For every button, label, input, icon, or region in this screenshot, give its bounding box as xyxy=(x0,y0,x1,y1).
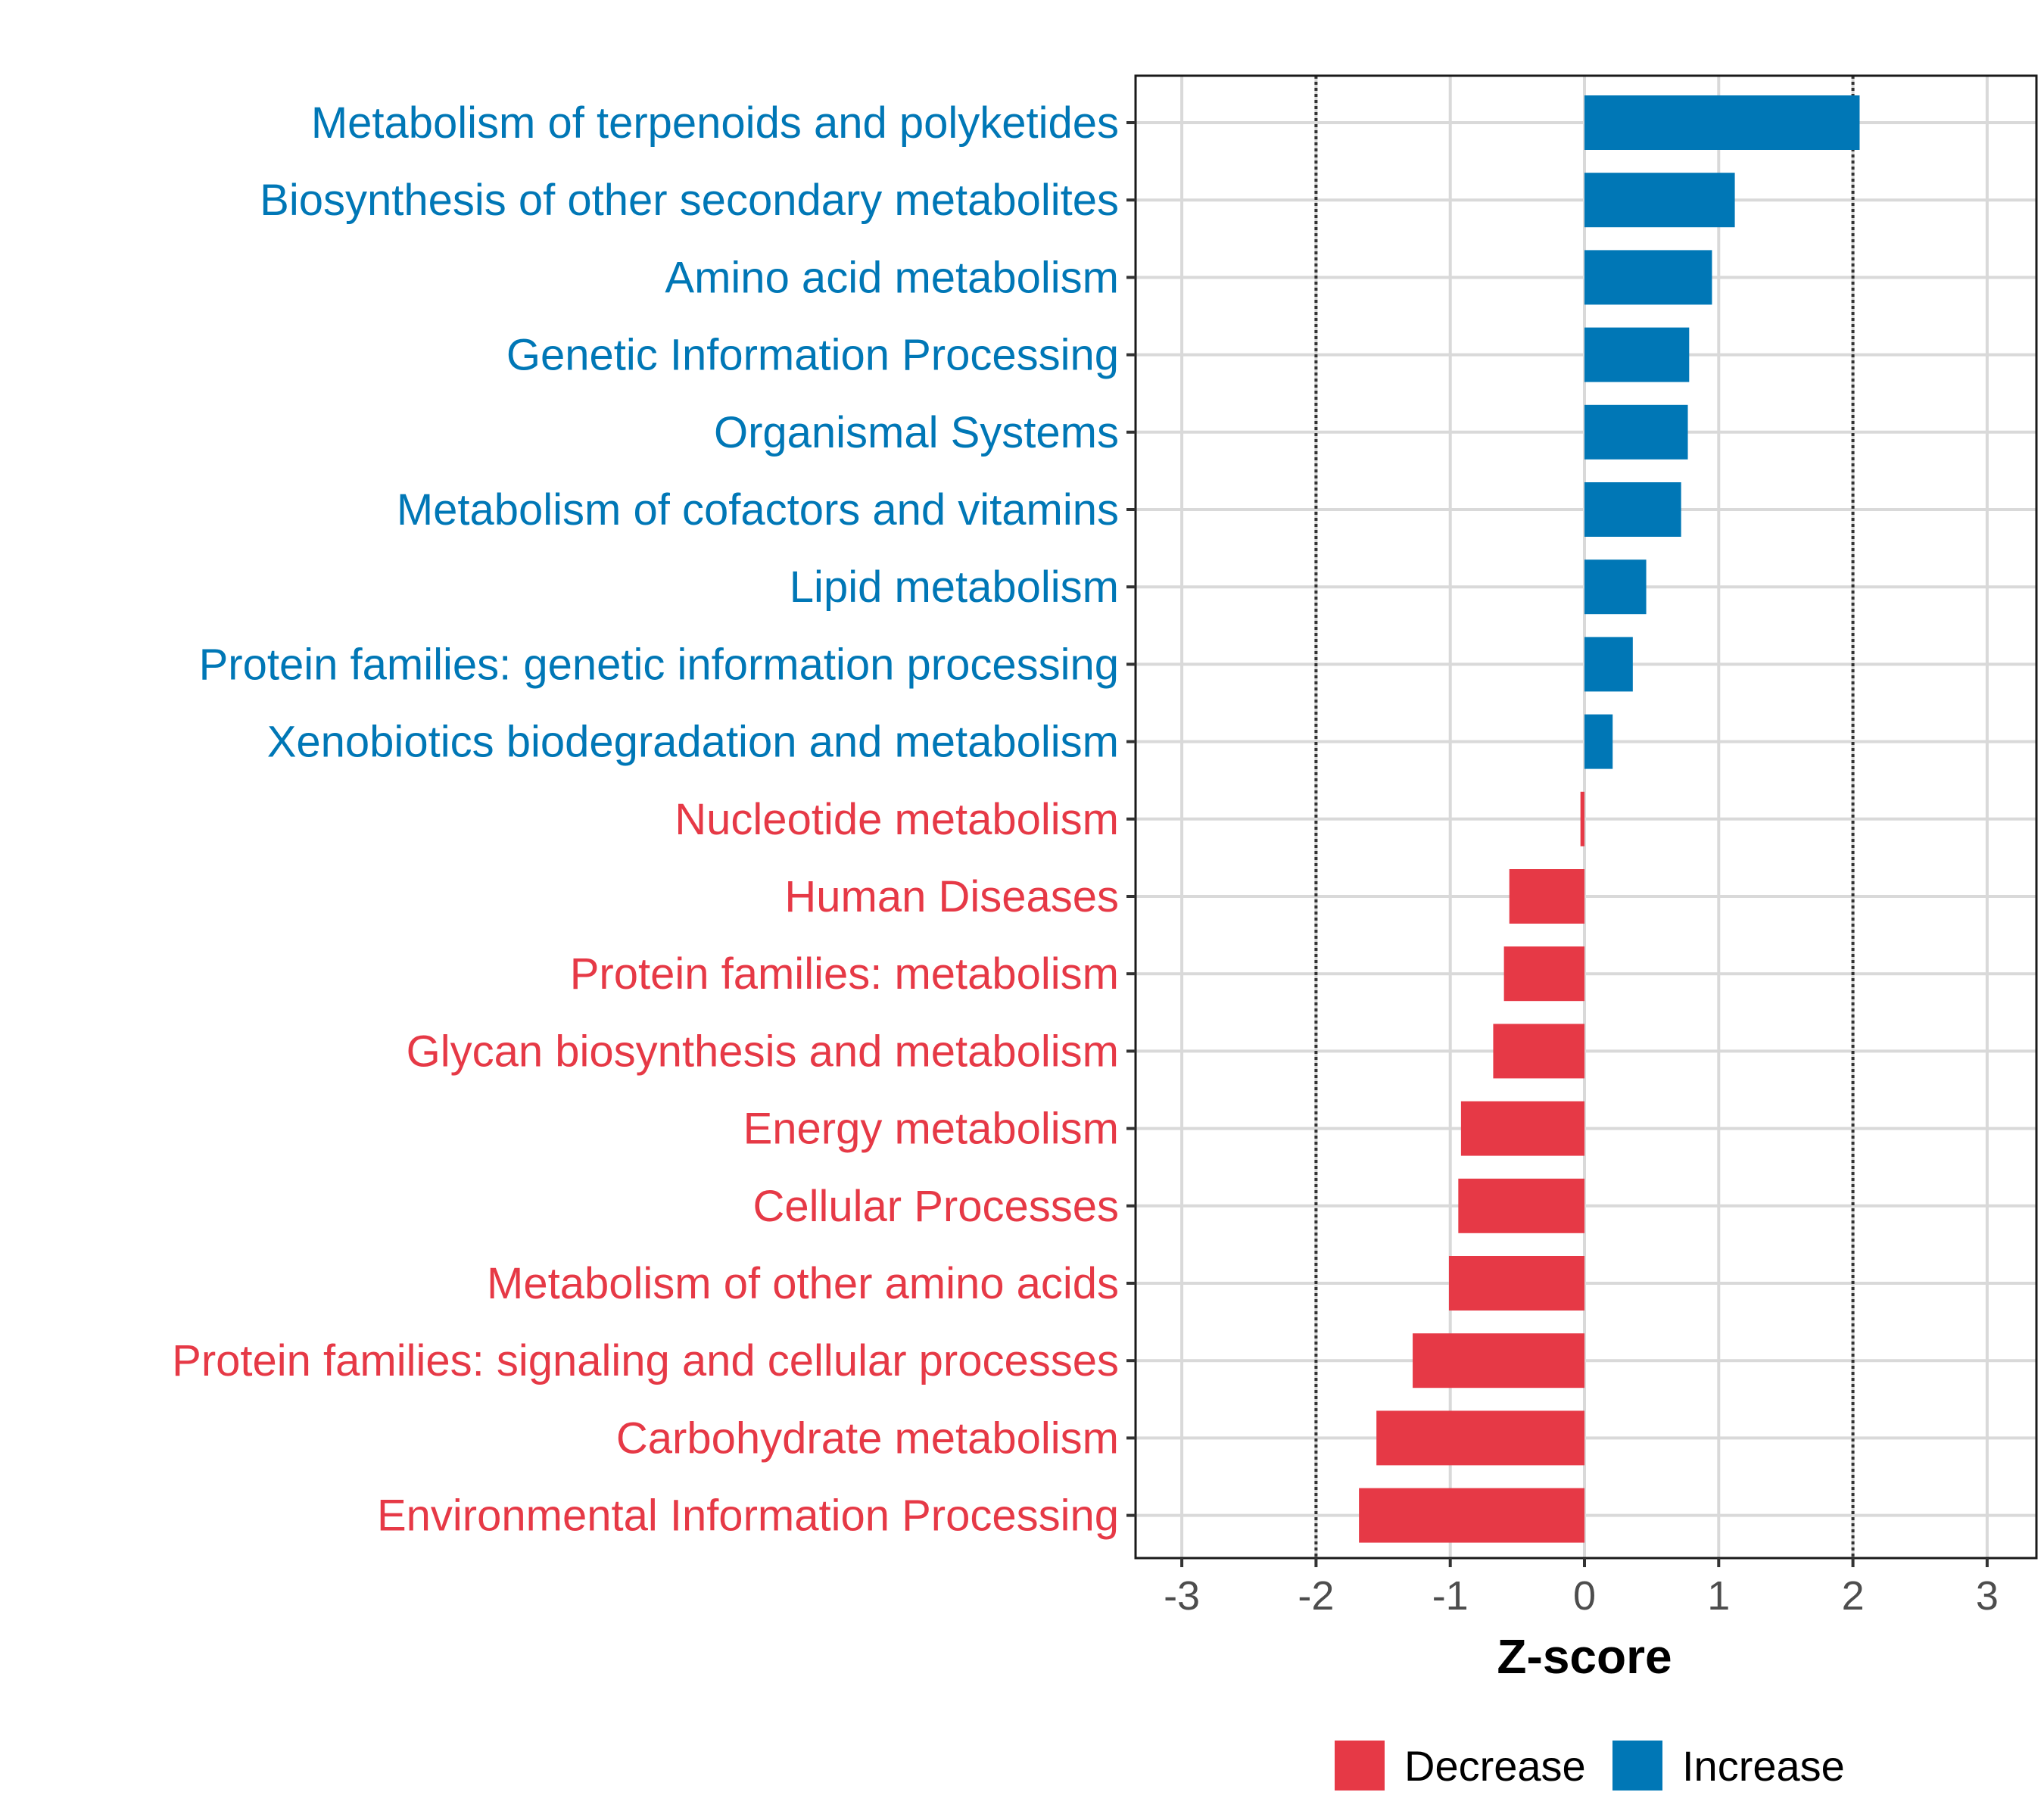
bar xyxy=(1584,482,1681,537)
bar xyxy=(1376,1410,1584,1466)
category-label: Amino acid metabolism xyxy=(665,253,1119,302)
bar xyxy=(1580,791,1584,846)
category-label: Energy metabolism xyxy=(743,1105,1119,1154)
category-label: Glycan biosynthesis and metabolism xyxy=(407,1027,1119,1076)
bar xyxy=(1584,559,1647,615)
category-label: Protein families: genetic information pr… xyxy=(199,640,1119,689)
category-label: Human Diseases xyxy=(784,872,1119,921)
category-label: Xenobiotics biodegradation and metabolis… xyxy=(267,718,1119,767)
bar xyxy=(1460,1101,1584,1156)
x-tick-label: -3 xyxy=(1164,1573,1200,1619)
category-label: Protein families: metabolism xyxy=(570,949,1119,999)
legend: Decrease Increase xyxy=(1335,1741,1845,1791)
x-tick-label: 0 xyxy=(1573,1573,1596,1619)
x-tick-label: -2 xyxy=(1298,1573,1334,1619)
category-label: Protein families: signaling and cellular… xyxy=(172,1336,1119,1385)
category-label: Biosynthesis of other secondary metaboli… xyxy=(260,176,1119,225)
bar xyxy=(1584,637,1633,692)
bar xyxy=(1584,95,1860,150)
legend-swatch xyxy=(1612,1741,1662,1791)
category-label: Environmental Information Processing xyxy=(377,1491,1119,1541)
reference-lines xyxy=(1314,76,1855,1558)
bar xyxy=(1584,250,1712,305)
x-tick-label: -1 xyxy=(1432,1573,1469,1619)
legend-label: Increase xyxy=(1682,1742,1845,1790)
bar xyxy=(1584,714,1613,769)
x-tick-label: 3 xyxy=(1976,1573,1999,1619)
x-tick-label: 1 xyxy=(1707,1573,1730,1619)
bar xyxy=(1584,404,1688,460)
category-label: Carbohydrate metabolism xyxy=(616,1413,1119,1463)
bars xyxy=(1359,95,1860,1543)
category-label: Lipid metabolism xyxy=(790,563,1119,612)
bar xyxy=(1413,1333,1584,1388)
category-label: Genetic Information Processing xyxy=(506,331,1119,380)
category-label: Metabolism of terpenoids and polyketides xyxy=(311,98,1119,148)
bar xyxy=(1493,1024,1584,1079)
bar xyxy=(1359,1488,1584,1543)
category-label: Organismal Systems xyxy=(714,408,1119,457)
bar xyxy=(1503,946,1584,1002)
legend-label: Decrease xyxy=(1404,1742,1586,1790)
category-label: Metabolism of other amino acids xyxy=(487,1259,1119,1308)
bar xyxy=(1448,1256,1584,1311)
x-axis-title: Z-score xyxy=(1497,1629,1672,1684)
bar xyxy=(1458,1178,1584,1233)
legend-swatch xyxy=(1335,1741,1385,1791)
category-label: Metabolism of cofactors and vitamins xyxy=(397,485,1119,535)
x-axis: -3 -2 -1 0 1 2 3 xyxy=(1164,1558,1999,1619)
x-tick-label: 2 xyxy=(1842,1573,1865,1619)
category-label: Cellular Processes xyxy=(752,1182,1119,1231)
category-label: Nucleotide metabolism xyxy=(675,795,1119,844)
bar xyxy=(1584,327,1690,382)
bar xyxy=(1584,173,1735,228)
bar xyxy=(1509,869,1584,924)
y-axis: Metabolism of terpenoids and polyketides… xyxy=(172,98,1136,1541)
